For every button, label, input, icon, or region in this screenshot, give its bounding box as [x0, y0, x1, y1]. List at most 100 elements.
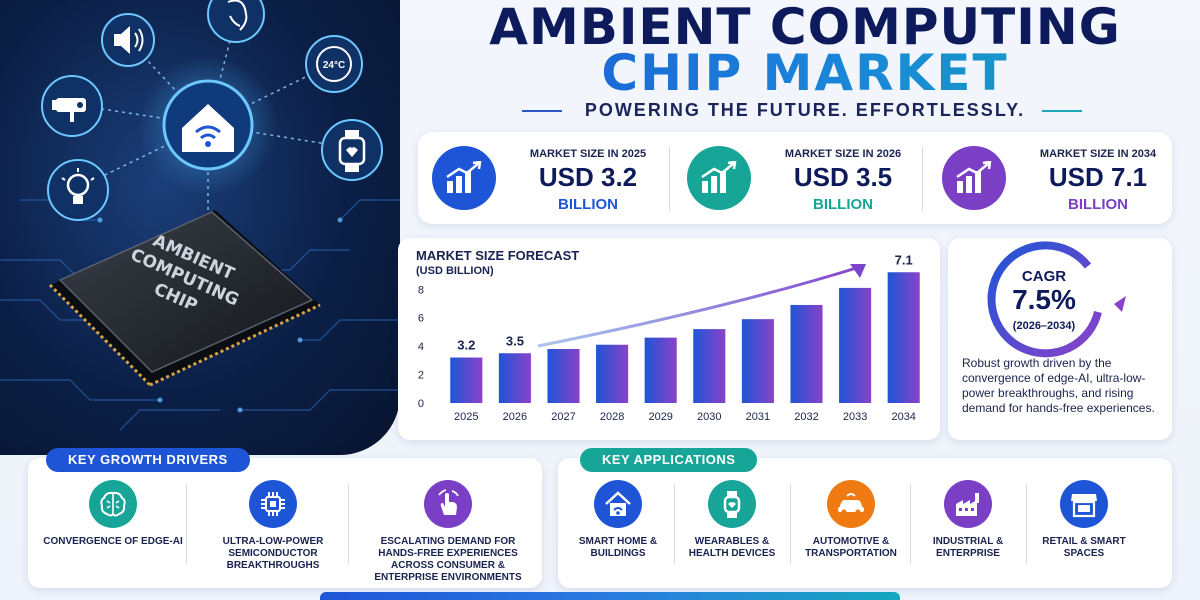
bar-2034 [887, 272, 920, 403]
application-item: SMART HOME & BUILDINGS [564, 476, 672, 584]
growth-drivers-panel: KEY GROWTH DRIVERS CONVERGENCE OF EDGE-A… [28, 448, 542, 588]
trend-arrow-head [850, 264, 866, 278]
car-icon [827, 480, 875, 528]
page-subtitle: POWERING THE FUTURE. EFFORTLESSLY. [584, 100, 1026, 120]
chart-y-unit: (USD BILLION) [416, 265, 494, 277]
bar-2026 [498, 353, 531, 403]
subtitle-rule-left [522, 110, 562, 112]
application-text: WEARABLES & HEALTH DEVICES [688, 536, 776, 559]
kpi-card-2025: MARKET SIZE IN 2025 USD 3.2 BILLION [418, 132, 669, 224]
camera-icon [41, 75, 103, 137]
kpi-label: MARKET SIZE IN 2034 [1039, 148, 1157, 160]
y-tick-label: 6 [418, 313, 424, 325]
kpi-value: USD 3.2 [538, 162, 638, 192]
trend-arrow [537, 264, 864, 348]
item-separator [790, 484, 791, 564]
bar-data-label: 7.1 [895, 252, 913, 267]
bar-2033 [839, 287, 872, 403]
kpi-label: MARKET SIZE IN 2025 [529, 148, 647, 160]
ambient-computing-chip: AMBIENT COMPUTING CHIP [48, 210, 321, 387]
item-separator [674, 484, 675, 564]
x-tick-label: 2034 [891, 411, 915, 423]
lightbulb-icon [47, 159, 109, 221]
x-tick-label: 2025 [454, 411, 478, 423]
x-tick-label: 2030 [697, 411, 721, 423]
y-tick-label: 0 [418, 398, 424, 410]
driver-text: CONVERGENCE OF EDGE-AI [43, 536, 183, 547]
forecast-bar-chart: 0 2 4 6 8 2025 2026 2027 2028 2029 2030 2031 2032 20… [418, 252, 920, 423]
x-tick-label: 2028 [600, 411, 624, 423]
thermostat-icon: 24°C [305, 35, 363, 93]
x-tick-label: 2033 [843, 411, 867, 423]
item-separator [910, 484, 911, 564]
driver-item: ESCALATING DEMAND FOR HANDS-FREE EXPERIE… [358, 476, 538, 584]
speaker-icon [101, 13, 155, 67]
item-separator [348, 484, 349, 564]
bar-2025 [450, 357, 483, 403]
x-tick-label: 2031 [746, 411, 770, 423]
bar-2027 [547, 349, 580, 403]
bar-data-label: 3.5 [506, 333, 524, 348]
face-icon [207, 0, 265, 43]
forecast-chart-panel: MARKET SIZE FORECAST (USD BILLION) 0 2 4 6 8… [398, 238, 940, 440]
cagr-ring [987, 241, 1102, 358]
growth-drivers-tag: KEY GROWTH DRIVERS [46, 448, 250, 472]
bar-2029 [644, 337, 677, 403]
x-tick-label: 2029 [648, 411, 672, 423]
bar-2030 [693, 329, 726, 403]
y-tick-label: 2 [418, 370, 424, 382]
kpi-unit: BILLION [558, 196, 618, 213]
growth-chart-icon [432, 146, 496, 210]
brain-icon [89, 480, 137, 528]
application-text: SMART HOME & BUILDINGS [578, 536, 658, 559]
y-tick-label: 4 [418, 341, 424, 353]
chip-icon [249, 480, 297, 528]
bar-2032 [790, 304, 823, 403]
application-item: AUTOMOTIVE & TRANSPORTATION [792, 476, 910, 584]
growth-chart-icon [942, 146, 1006, 210]
kpi-unit: BILLION [813, 196, 873, 213]
cagr-value: 7.5% [1012, 284, 1076, 315]
growth-chart-icon [687, 146, 751, 210]
page-title-line2: CHIP MARKET [415, 44, 1195, 102]
application-text: RETAIL & SMART SPACES [1042, 536, 1126, 559]
chart-title: MARKET SIZE FORECAST [416, 248, 580, 263]
item-separator [1026, 484, 1027, 564]
application-text: AUTOMOTIVE & TRANSPORTATION [805, 536, 897, 559]
y-tick-label: 8 [418, 284, 424, 296]
application-item: INDUSTRIAL & ENTERPRISE [912, 476, 1024, 584]
driver-text: ESCALATING DEMAND FOR HANDS-FREE EXPERIE… [374, 536, 522, 583]
cagr-arrow-head [1114, 296, 1126, 312]
cagr-note: Robust growth driven by the convergence … [962, 356, 1155, 415]
cagr-panel: CAGR 7.5% (2026–2034) Robust growth driv… [948, 238, 1172, 440]
smart-home-icon [594, 480, 642, 528]
kpi-card-2034: MARKET SIZE IN 2034 USD 7.1 BILLION [928, 132, 1179, 224]
kpi-row: MARKET SIZE IN 2025 USD 3.2 BILLION MARK… [418, 132, 1172, 224]
driver-item: CONVERGENCE OF EDGE-AI [38, 476, 188, 584]
store-icon [1060, 480, 1108, 528]
footer-accent-bar [320, 592, 900, 600]
applications-panel: KEY APPLICATIONS SMART HOME & BUILDINGS … [558, 448, 1172, 588]
bar-data-label: 3.2 [457, 338, 475, 353]
applications-tag: KEY APPLICATIONS [580, 448, 758, 472]
subtitle-rule-right [1042, 110, 1082, 112]
application-text: INDUSTRIAL & ENTERPRISE [932, 536, 1004, 559]
bar-2028 [596, 344, 629, 403]
x-tick-label: 2032 [794, 411, 818, 423]
cagr-label: CAGR [1021, 268, 1067, 285]
driver-item: ULTRA-LOW-POWER SEMICONDUCTOR BREAKTHROU… [198, 476, 348, 584]
hero-illustration: 24°C [0, 0, 400, 455]
factory-icon [944, 480, 992, 528]
smartwatch-icon [708, 480, 756, 528]
x-tick-label: 2026 [503, 411, 527, 423]
kpi-divider [922, 146, 923, 210]
x-tick-label: 2027 [551, 411, 575, 423]
kpi-divider [669, 146, 670, 210]
kpi-label: MARKET SIZE IN 2026 [784, 148, 902, 160]
kpi-value: USD 3.5 [793, 162, 893, 192]
application-item: RETAIL & SMART SPACES [1028, 476, 1140, 584]
kpi-value: USD 7.1 [1048, 162, 1148, 192]
kpi-unit: BILLION [1068, 196, 1128, 213]
item-separator [186, 484, 187, 564]
driver-text: ULTRA-LOW-POWER SEMICONDUCTOR BREAKTHROU… [222, 536, 324, 571]
